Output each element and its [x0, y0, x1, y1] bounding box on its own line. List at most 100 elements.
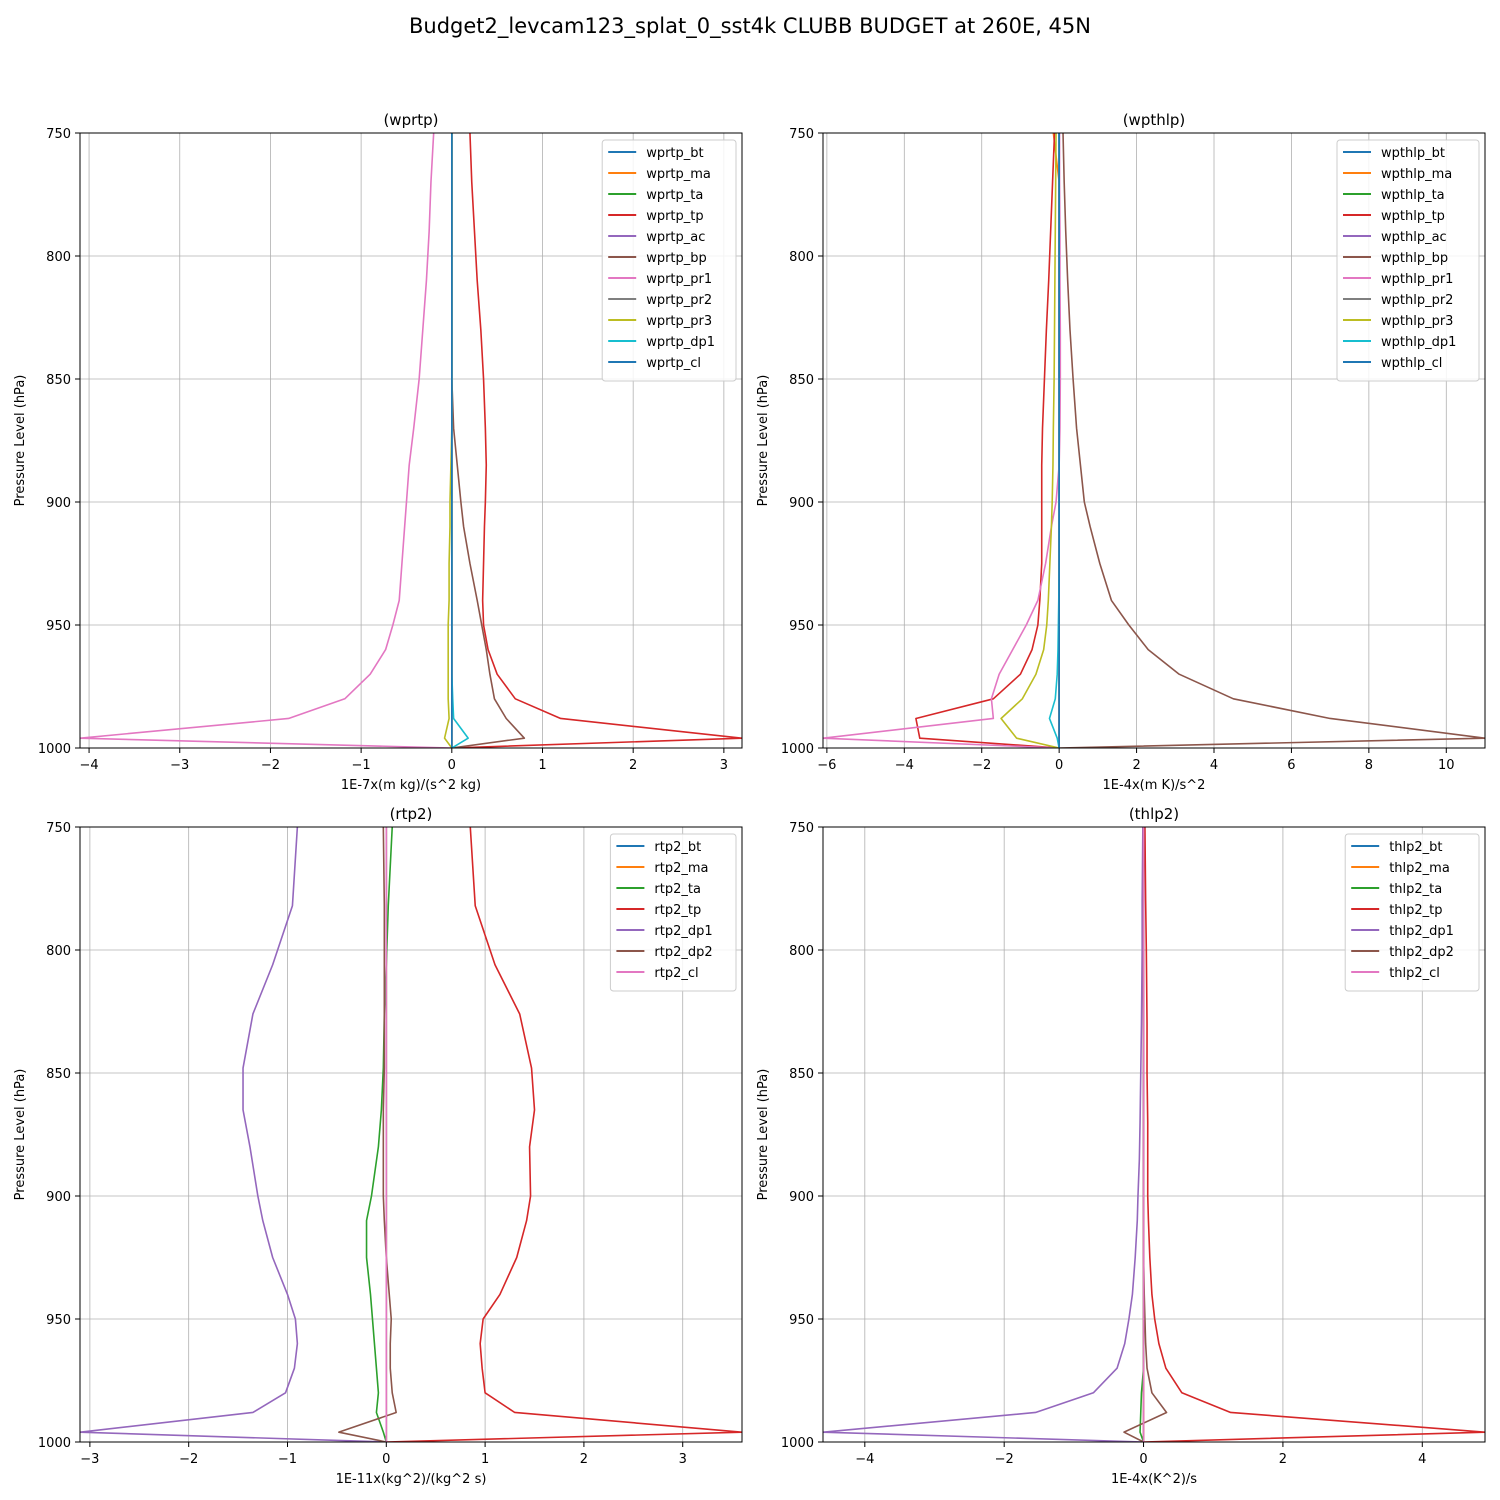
- legend-label: wprtp_tp: [646, 209, 703, 224]
- legend: wprtp_bt wprtp_ma wprtp_ta wprtp_tp wprtp_ac…: [601, 139, 737, 382]
- x-tick-label: −2: [995, 1452, 1014, 1467]
- series-line-wprtp_pr1: [80, 133, 452, 748]
- y-tick-label: 1000: [38, 1436, 71, 1451]
- series-line-wpthlp_pr1: [823, 133, 1062, 748]
- legend-label: thlp2_dp1: [1389, 924, 1454, 939]
- legend-box: [1336, 139, 1480, 382]
- legend-label: rtp2_tp: [654, 903, 701, 918]
- axes-frame: [822, 826, 1486, 1443]
- y-tick-label: 800: [789, 250, 814, 265]
- x-tick-label: 0: [448, 758, 456, 773]
- y-tick-label: 1000: [781, 742, 814, 757]
- y-tick-label: 750: [46, 127, 71, 142]
- legend-label: wpthlp_bt: [1381, 146, 1445, 161]
- y-tick-label: 850: [46, 373, 71, 388]
- y-tick-label: 900: [789, 496, 814, 511]
- legend-label: wpthlp_tp: [1381, 209, 1445, 224]
- series-line-wprtp_pr3: [443, 133, 453, 748]
- legend-label: rtp2_bt: [654, 840, 701, 855]
- legend-label: wpthlp_cl: [1381, 356, 1442, 371]
- legend-label: wpthlp_ma: [1381, 167, 1452, 182]
- y-tick-label: 1000: [781, 1436, 814, 1451]
- legend-label: wprtp_ta: [646, 188, 703, 203]
- x-tick-label: 3: [720, 758, 728, 773]
- legend-label: rtp2_ta: [654, 882, 701, 897]
- legend: thlp2_bt thlp2_ma thlp2_ta thlp2_tp thlp2_dp…: [1344, 833, 1480, 992]
- chart-panel-3: −4 −2 0 2 4 750 800 850 900 950 1000 (thlp2) 1E-4x(K…: [756, 805, 1486, 1487]
- chart-panel-1: −6 −4 −2 0 2 4 6 8 10 750 800 850 900 950 1000 (wpthlp)…: [756, 111, 1486, 793]
- legend-label: wprtp_cl: [646, 356, 701, 371]
- x-tick-label: −4: [855, 1452, 874, 1467]
- legend: rtp2_bt rtp2_ma rtp2_ta rtp2_tp rtp2_dp1 rtp2…: [609, 833, 737, 992]
- legend-label: rtp2_ma: [654, 861, 708, 876]
- legend-label: rtp2_dp1: [654, 924, 712, 939]
- x-tick-label: −2: [261, 758, 280, 773]
- series-line-thlp2_tp: [1143, 827, 1485, 1442]
- y-tick-label: 900: [46, 1190, 71, 1205]
- y-tick-label: 850: [789, 1067, 814, 1082]
- panel-title: (thlp2): [1129, 805, 1179, 823]
- legend-label: thlp2_tp: [1389, 903, 1442, 918]
- x-tick-label: −1: [352, 758, 371, 773]
- legend-label: thlp2_cl: [1389, 966, 1440, 981]
- x-tick-label: 8: [1365, 758, 1373, 773]
- legend-label: wprtp_pr3: [646, 314, 712, 329]
- y-tick-label: 800: [789, 944, 814, 959]
- legend-label: thlp2_bt: [1389, 840, 1442, 855]
- series-line-rtp2_dp2: [338, 827, 397, 1442]
- y-axis-label: Pressure Level (hPa): [13, 1069, 28, 1201]
- legend-label: wpthlp_bp: [1381, 251, 1448, 266]
- y-tick-label: 750: [789, 127, 814, 142]
- series-group: [823, 827, 1485, 1442]
- y-tick-label: 950: [789, 1313, 814, 1328]
- y-axis-label: Pressure Level (hPa): [756, 375, 771, 507]
- y-axis-label: Pressure Level (hPa): [756, 1069, 771, 1201]
- x-tick-label: 0: [1139, 1452, 1147, 1467]
- x-tick-label: 2: [1279, 1452, 1287, 1467]
- x-tick-label: −4: [895, 758, 914, 773]
- y-tick-label: 900: [46, 496, 71, 511]
- legend-label: wprtp_ma: [646, 167, 711, 182]
- y-tick-label: 850: [789, 373, 814, 388]
- panel-title: (wpthlp): [1123, 111, 1186, 129]
- series-line-wpthlp_tp: [915, 133, 1060, 748]
- x-tick-label: −4: [79, 758, 98, 773]
- y-tick-label: 950: [46, 1313, 71, 1328]
- y-tick-label: 800: [46, 944, 71, 959]
- x-tick-label: −6: [817, 758, 836, 773]
- y-tick-label: 800: [46, 250, 71, 265]
- series-line-rtp2_dp1: [80, 827, 387, 1442]
- series-line-rtp2_tp: [386, 827, 742, 1442]
- series-group: [823, 133, 1485, 748]
- legend-label: wpthlp_ac: [1381, 230, 1447, 245]
- x-tick-label: −3: [80, 1452, 99, 1467]
- x-axis-label: 1E-7x(m kg)/(s^2 kg): [341, 778, 481, 793]
- legend-label: wprtp_dp1: [646, 335, 715, 350]
- x-tick-label: 1: [481, 1452, 489, 1467]
- x-tick-label: −2: [972, 758, 991, 773]
- legend-label: wpthlp_dp1: [1381, 335, 1456, 350]
- y-axis-label: Pressure Level (hPa): [13, 375, 28, 507]
- series-line-rtp2_ta: [365, 827, 394, 1442]
- y-tick-label: 750: [789, 821, 814, 836]
- series-group: [80, 827, 742, 1442]
- x-tick-label: −1: [278, 1452, 297, 1467]
- x-tick-label: 0: [382, 1452, 390, 1467]
- y-tick-label: 850: [46, 1067, 71, 1082]
- x-tick-label: 4: [1210, 758, 1218, 773]
- legend-label: wpthlp_pr1: [1381, 272, 1453, 287]
- chart-panel-2: −3 −2 −1 0 1 2 3 750 800 850 900 950 1000 (rtp2) 1E-11…: [13, 805, 743, 1487]
- legend-label: wprtp_pr1: [646, 272, 712, 287]
- chart-panel-0: −4 −3 −2 −1 0 1 2 3 750 800 850 900 950 1000 (wprtp) 1E…: [13, 111, 743, 793]
- x-tick-label: 3: [679, 1452, 687, 1467]
- legend-label: thlp2_dp2: [1389, 945, 1454, 960]
- legend-label: thlp2_ma: [1389, 861, 1450, 876]
- series-group: [80, 133, 742, 748]
- x-tick-label: 1: [538, 758, 546, 773]
- series-line-thlp2_dp1: [823, 827, 1144, 1442]
- panel-title: (rtp2): [390, 805, 433, 823]
- y-tick-label: 900: [789, 1190, 814, 1205]
- axes-frame: [79, 132, 743, 749]
- legend-label: wpthlp_pr2: [1381, 293, 1453, 308]
